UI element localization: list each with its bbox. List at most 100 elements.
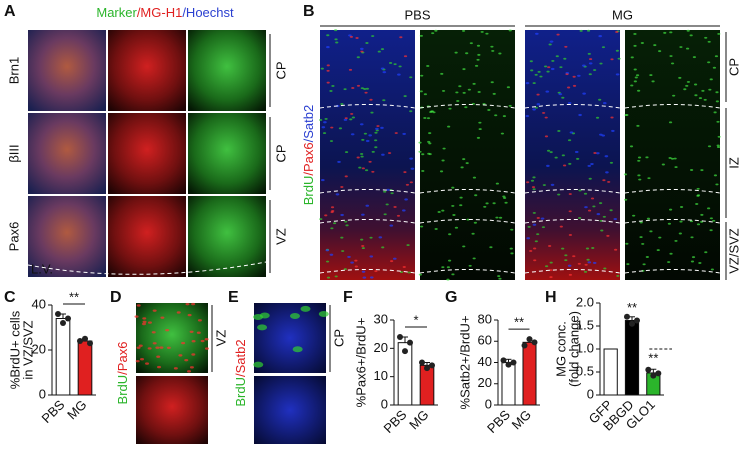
y-tick-label: 0.5 [576,363,594,378]
cell [473,221,477,224]
cell [437,211,441,213]
cell [587,164,592,167]
cell [403,171,407,174]
row-label: Brn1 [6,57,21,84]
cell [555,55,559,58]
cell [578,113,582,117]
cell [140,358,145,361]
cell [160,316,165,319]
group-label: MG [612,7,633,22]
cell [690,260,695,263]
cell [440,72,444,75]
cell [503,197,507,199]
cell [326,276,331,279]
cell [582,64,586,67]
row-label: Pax6 [6,222,21,252]
cell [669,31,673,34]
cell [543,65,548,68]
region-label: VZ/SVZ [726,228,740,274]
cell [371,170,375,173]
cell [467,88,471,91]
data-point [77,338,83,344]
cell [624,198,628,201]
cell [465,52,469,55]
y-tick-label: 80 [478,311,492,326]
boundary-line [319,189,416,194]
cell [583,270,588,273]
cell [678,232,682,235]
cell [381,153,385,156]
y-tick-label: 10 [374,368,388,383]
cell [598,98,602,101]
boundary-line [319,219,416,224]
cell [326,34,330,37]
data-point [505,361,512,368]
data-point [424,365,430,372]
cell [394,132,398,134]
cell [609,161,614,164]
cell [151,331,156,334]
cell [572,84,577,87]
cell [504,201,508,204]
y-tick-label: 40 [32,296,46,311]
cell [326,64,330,67]
micrograph [188,196,266,277]
cell [390,192,394,195]
cell [409,181,413,184]
cell [340,103,344,105]
cell [399,271,404,274]
cell [492,92,496,95]
cell [700,169,704,172]
cell [645,156,649,159]
cell [392,257,397,260]
cell [409,76,413,79]
cell [191,302,196,306]
cell [637,89,641,92]
panel-title-part: /Hoechst [182,5,234,20]
cell [506,86,511,89]
cell [633,33,637,35]
cell [596,213,601,216]
cell [165,328,170,332]
cell [326,81,330,84]
boundary-line [524,219,621,224]
cell [692,56,697,59]
cell [386,188,390,191]
cell [606,234,610,237]
cell [368,160,372,163]
cell [498,52,502,55]
cell [329,140,334,143]
cell [407,271,411,274]
cell [374,131,378,134]
cell [356,156,360,159]
cell [176,311,181,314]
cell [568,234,572,236]
region-label: CP [331,329,346,347]
boundary-line [319,104,416,109]
cell [602,101,607,105]
cell [472,82,476,85]
cell [155,346,160,349]
cell [600,229,604,232]
panel-title-part: Marker [96,5,137,20]
cell [590,162,594,166]
cell [534,73,538,76]
cell [592,205,596,208]
cell [363,132,368,135]
cell [649,74,653,77]
cell [582,92,586,95]
cell [700,220,704,223]
cell [707,145,712,148]
cell [550,183,555,186]
cell [152,309,157,312]
cell [593,152,597,154]
cell [359,123,364,126]
bar [55,318,71,396]
cell [397,73,401,76]
cell [695,203,699,205]
cell [591,247,595,249]
cell [403,55,408,58]
cell [338,127,343,130]
cell [465,162,469,165]
cell [489,246,493,249]
